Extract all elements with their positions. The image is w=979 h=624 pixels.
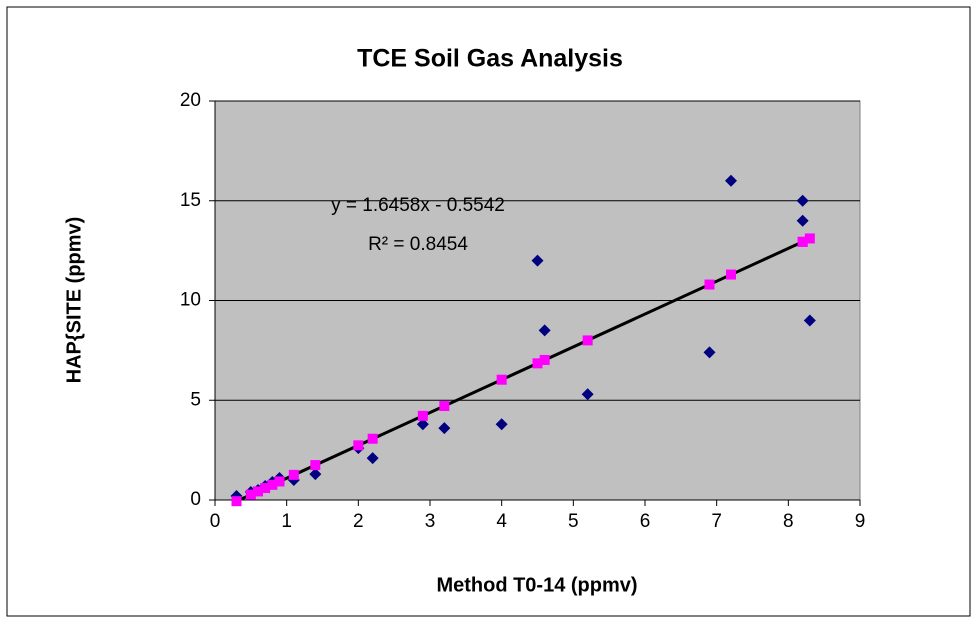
x-tick-label: 7 bbox=[711, 511, 722, 532]
x-tick-label: 9 bbox=[855, 511, 866, 532]
trendline-r-squared: R² = 0.8454 bbox=[368, 234, 468, 255]
x-tick-label: 1 bbox=[281, 511, 292, 532]
diamond-marker bbox=[796, 214, 809, 227]
square-marker bbox=[274, 476, 285, 487]
square-marker bbox=[726, 269, 736, 280]
diamond-marker bbox=[495, 418, 508, 431]
x-tick-label: 8 bbox=[783, 511, 794, 532]
y-axis-label: HAP{SITE (ppmv) bbox=[63, 217, 85, 384]
x-tick-label: 3 bbox=[425, 511, 436, 532]
square-marker bbox=[539, 354, 550, 365]
x-tick-label: 0 bbox=[210, 511, 221, 532]
square-marker bbox=[582, 335, 593, 346]
diamond-marker bbox=[309, 468, 322, 481]
square-marker bbox=[267, 479, 278, 490]
square-marker bbox=[496, 374, 507, 385]
square-marker bbox=[439, 401, 450, 412]
diamond-marker bbox=[796, 194, 809, 207]
square-marker bbox=[353, 440, 364, 451]
square-marker bbox=[245, 489, 256, 500]
y-tick-label: 5 bbox=[190, 389, 201, 410]
square-marker bbox=[231, 496, 242, 507]
x-axis-label: Method T0-14 (ppmv) bbox=[436, 574, 637, 596]
x-tick-label: 4 bbox=[496, 511, 507, 532]
diamond-marker bbox=[416, 418, 429, 431]
diamond-marker bbox=[725, 174, 737, 187]
y-tick-label: 20 bbox=[180, 90, 201, 111]
y-tick-label: 15 bbox=[180, 190, 201, 211]
square-marker bbox=[704, 279, 715, 290]
square-marker bbox=[288, 469, 299, 480]
diamond-marker bbox=[581, 388, 594, 401]
square-marker bbox=[532, 358, 543, 369]
y-tick-label: 0 bbox=[190, 489, 201, 510]
diamond-marker bbox=[438, 422, 451, 435]
square-marker bbox=[367, 433, 378, 444]
diamond-marker bbox=[531, 254, 544, 267]
square-marker bbox=[310, 460, 321, 471]
square-marker bbox=[417, 410, 428, 421]
square-marker bbox=[260, 483, 271, 494]
diamond-marker bbox=[366, 452, 379, 465]
diamond-marker bbox=[538, 324, 551, 337]
x-tick-label: 6 bbox=[640, 511, 651, 532]
chart-title: TCE Soil Gas Analysis bbox=[357, 45, 623, 73]
x-tick-label: 2 bbox=[353, 511, 364, 532]
y-tick-label: 10 bbox=[180, 290, 201, 311]
square-marker bbox=[797, 236, 808, 247]
diamond-marker bbox=[703, 346, 716, 359]
square-marker bbox=[253, 486, 263, 497]
square-marker bbox=[804, 233, 815, 244]
x-tick-label: 5 bbox=[568, 511, 579, 532]
diamond-marker bbox=[803, 314, 816, 327]
trendline-equation: y = 1.6458x - 0.5542 bbox=[331, 195, 505, 216]
